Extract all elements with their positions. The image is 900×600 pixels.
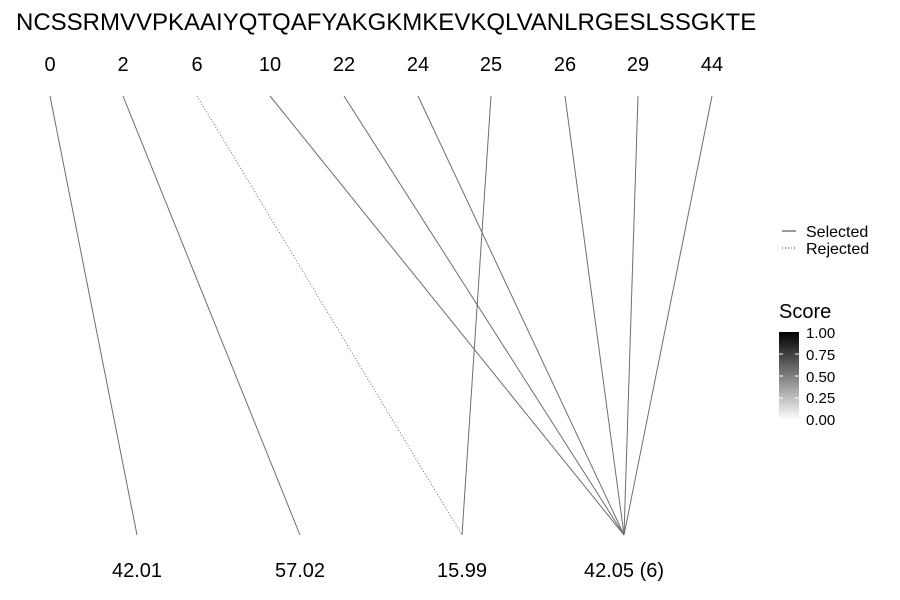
legend-selected-label: Selected <box>806 224 868 241</box>
position-label: 25 <box>480 54 502 76</box>
link-line-selected <box>269 95 625 536</box>
score-legend-title: Score <box>779 301 831 323</box>
score-tick: 0.75 <box>806 347 835 364</box>
mass-labels: 42.01 57.02 15.99 42.05 (6) <box>112 560 664 582</box>
position-label: 0 <box>44 54 55 76</box>
mass-label: 15.99 <box>437 560 487 582</box>
score-tick: 0.25 <box>806 390 835 407</box>
position-label: 10 <box>259 54 281 76</box>
link-line-selected <box>623 95 639 536</box>
link-line-selected <box>122 95 301 536</box>
mass-label: 42.05 (6) <box>584 560 664 582</box>
position-label: 29 <box>627 54 649 76</box>
link-line-selected <box>343 95 625 536</box>
link-line-selected <box>417 95 625 536</box>
link-line-selected <box>623 95 713 536</box>
mass-label: 57.02 <box>275 560 325 582</box>
position-label: 6 <box>191 54 202 76</box>
score-legend: Score 1.00 0.75 0.50 0.25 0.00 <box>779 301 835 429</box>
mass-label: 42.01 <box>112 560 162 582</box>
position-labels: 0 2 6 10 22 24 25 26 29 44 <box>44 54 723 76</box>
position-label: 2 <box>117 54 128 76</box>
score-tick: 0.50 <box>806 369 835 386</box>
position-label: 24 <box>407 54 429 76</box>
link-lines <box>49 95 713 536</box>
position-label: 26 <box>554 54 576 76</box>
link-line-selected <box>49 95 138 536</box>
link-line-selected <box>564 95 625 536</box>
line-type-legend: Selected Rejected <box>782 224 869 258</box>
peptide-sequence: NCSSRMVVPKAAIYQTQAFYAKGKMKEVKQLVANLRGESL… <box>16 9 756 36</box>
link-line-selected <box>461 95 492 536</box>
position-label: 44 <box>701 54 723 76</box>
position-label: 22 <box>333 54 355 76</box>
score-colorbar <box>779 332 799 420</box>
score-tick: 1.00 <box>806 325 835 342</box>
legend-rejected-label: Rejected <box>806 241 869 258</box>
link-line-rejected <box>196 95 463 536</box>
score-tick: 0.00 <box>806 412 835 429</box>
